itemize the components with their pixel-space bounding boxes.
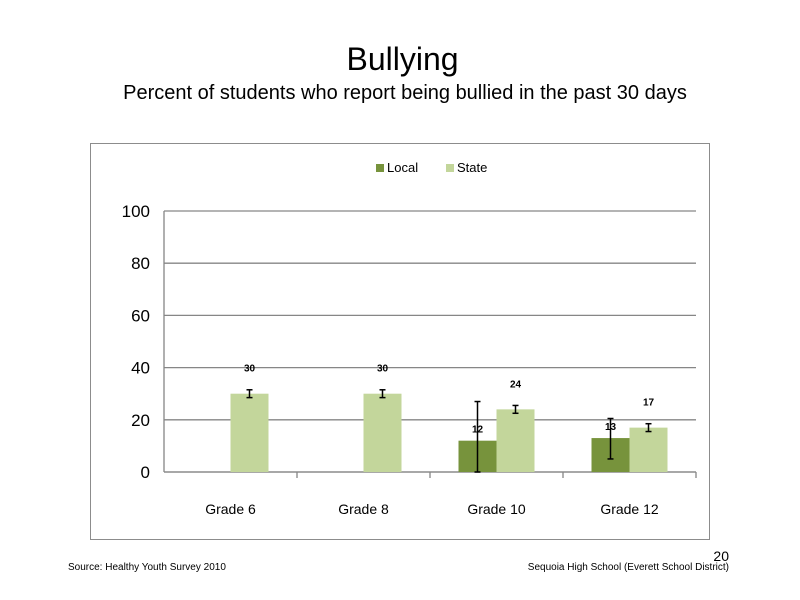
- data-label: 30: [244, 364, 256, 375]
- page-number: 20: [713, 548, 729, 564]
- legend-swatch-local: [376, 164, 384, 172]
- x-tick-label: Grade 6: [205, 501, 256, 517]
- legend-swatch-state: [446, 164, 454, 172]
- data-label: 24: [510, 379, 522, 390]
- legend-label: Local: [387, 160, 418, 175]
- bar-chart: 0 20 40 60 80 100 Grade 6 30 Grade 8 30 Grade 10 12…: [122, 160, 697, 517]
- y-tick-label: 0: [141, 463, 150, 482]
- x-tick-label: Grade 12: [600, 501, 659, 517]
- y-tick-label: 20: [131, 411, 150, 430]
- chart-frame: 0 20 40 60 80 100 Grade 6 30 Grade 8 30 Grade 10 12…: [90, 143, 710, 540]
- data-label: 13: [605, 422, 617, 433]
- y-tick-label: 100: [122, 202, 150, 221]
- bar-state: [629, 427, 668, 472]
- data-label: 17: [643, 398, 655, 409]
- data-label: 30: [377, 364, 389, 375]
- x-tick-label: Grade 8: [338, 501, 389, 517]
- x-tick-label: Grade 10: [467, 501, 526, 517]
- slide-title: Bullying: [346, 41, 459, 77]
- bar-state: [230, 393, 269, 472]
- bar-state: [363, 393, 402, 472]
- y-tick-label: 40: [131, 359, 150, 378]
- bar-state: [496, 409, 535, 472]
- school-note: Sequoia High School (Everett School Dist…: [527, 562, 729, 573]
- data-label: 12: [472, 425, 484, 436]
- legend-label: State: [457, 160, 487, 175]
- source-note: Source: Healthy Youth Survey 2010: [68, 562, 226, 573]
- y-tick-label: 60: [131, 306, 150, 325]
- slide-subtitle: Percent of students who report being bul…: [123, 82, 687, 104]
- y-tick-label: 80: [131, 254, 150, 273]
